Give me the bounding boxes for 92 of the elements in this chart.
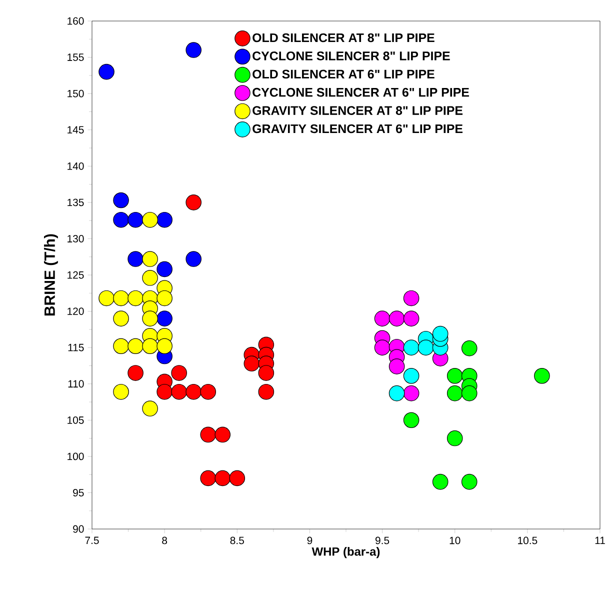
legend-label: CYCLONE SILENCER AT 6" LIP PIPE	[252, 88, 469, 97]
legend-label: OLD SILENCER AT 6" LIP PIPE	[252, 70, 434, 79]
point	[258, 384, 274, 400]
y-tick-label: 130	[68, 235, 84, 242]
point	[461, 340, 478, 356]
point	[142, 400, 158, 416]
point	[186, 384, 202, 400]
point	[534, 368, 550, 384]
point	[374, 310, 390, 326]
y-tick-label: 150	[68, 90, 84, 98]
y-tick-label: 120	[68, 308, 84, 315]
point	[113, 290, 129, 306]
point	[186, 251, 202, 267]
x-tick-label: 11	[595, 536, 605, 544]
point	[128, 251, 144, 267]
point	[418, 340, 434, 356]
point	[142, 251, 158, 267]
point	[432, 326, 448, 342]
point	[142, 212, 158, 228]
y-tick-label: 135	[68, 198, 84, 206]
x-tick-label: 10.5	[518, 536, 538, 544]
x-tick-label: 9.5	[376, 536, 390, 544]
x-tick-label: 7.5	[85, 536, 99, 544]
point	[156, 261, 172, 278]
point	[171, 384, 187, 400]
point	[128, 365, 144, 381]
point	[214, 426, 231, 443]
point	[186, 42, 202, 58]
point	[403, 412, 420, 428]
x-tick-label: 8	[162, 536, 168, 544]
point	[446, 430, 463, 446]
y-tick-label: 95	[73, 489, 84, 496]
point	[113, 212, 129, 228]
y-tick-label: 145	[68, 126, 84, 134]
point	[156, 212, 172, 228]
legend-label: GRAVITY SILENCER AT 6" LIP PIPE	[252, 124, 463, 134]
point	[403, 340, 420, 356]
point	[156, 384, 172, 400]
point	[403, 290, 420, 306]
legend-label: OLD SILENCER AT 8" LIP PIPE	[252, 33, 434, 42]
x-tick-label: 8.5	[230, 536, 244, 544]
point	[98, 64, 114, 80]
point	[142, 270, 158, 286]
y-tick-label: 90	[73, 525, 84, 533]
point	[113, 192, 129, 208]
point	[388, 385, 405, 402]
y-tick-label: 155	[68, 54, 84, 61]
point	[432, 474, 448, 490]
point	[229, 470, 246, 486]
point	[388, 310, 405, 326]
x-axis-title: WHP (bar-a)	[312, 547, 380, 558]
point	[156, 338, 172, 354]
point	[128, 290, 144, 306]
point	[156, 310, 172, 326]
legend-label: GRAVITY SILENCER AT 8" LIP PIPE	[252, 106, 463, 115]
point	[214, 470, 231, 486]
point	[403, 368, 420, 384]
y-tick-label: 125	[68, 271, 84, 279]
point	[403, 385, 420, 402]
point	[461, 385, 478, 402]
point	[142, 338, 158, 354]
point	[403, 310, 420, 326]
point	[374, 340, 390, 356]
y-tick-label: 140	[68, 162, 84, 170]
y-tick-label: 105	[68, 416, 84, 424]
point	[200, 426, 216, 443]
point	[200, 384, 216, 400]
point	[113, 384, 129, 400]
y-tick-label: 115	[68, 344, 84, 352]
y-tick-label: 110	[68, 380, 84, 388]
point	[461, 474, 478, 490]
point	[113, 338, 129, 354]
point	[244, 356, 260, 372]
y-axis-title: BRINE (T/h)	[44, 234, 58, 316]
point	[388, 358, 405, 374]
point	[128, 338, 144, 354]
point	[113, 310, 129, 326]
point	[200, 470, 216, 486]
point	[98, 290, 114, 306]
point	[446, 368, 463, 384]
point	[258, 365, 274, 381]
legend-label: CYCLONE SILENCER 8" LIP PIPE	[252, 52, 450, 60]
point	[186, 194, 202, 210]
y-tick-label: 100	[68, 452, 84, 460]
point	[128, 212, 144, 228]
point	[446, 385, 463, 402]
x-tick-label: 10	[450, 536, 460, 544]
point	[171, 365, 187, 381]
point	[142, 310, 158, 326]
point	[156, 290, 172, 306]
x-tick-label: 9	[307, 536, 312, 544]
y-tick-label: 160	[68, 17, 84, 25]
